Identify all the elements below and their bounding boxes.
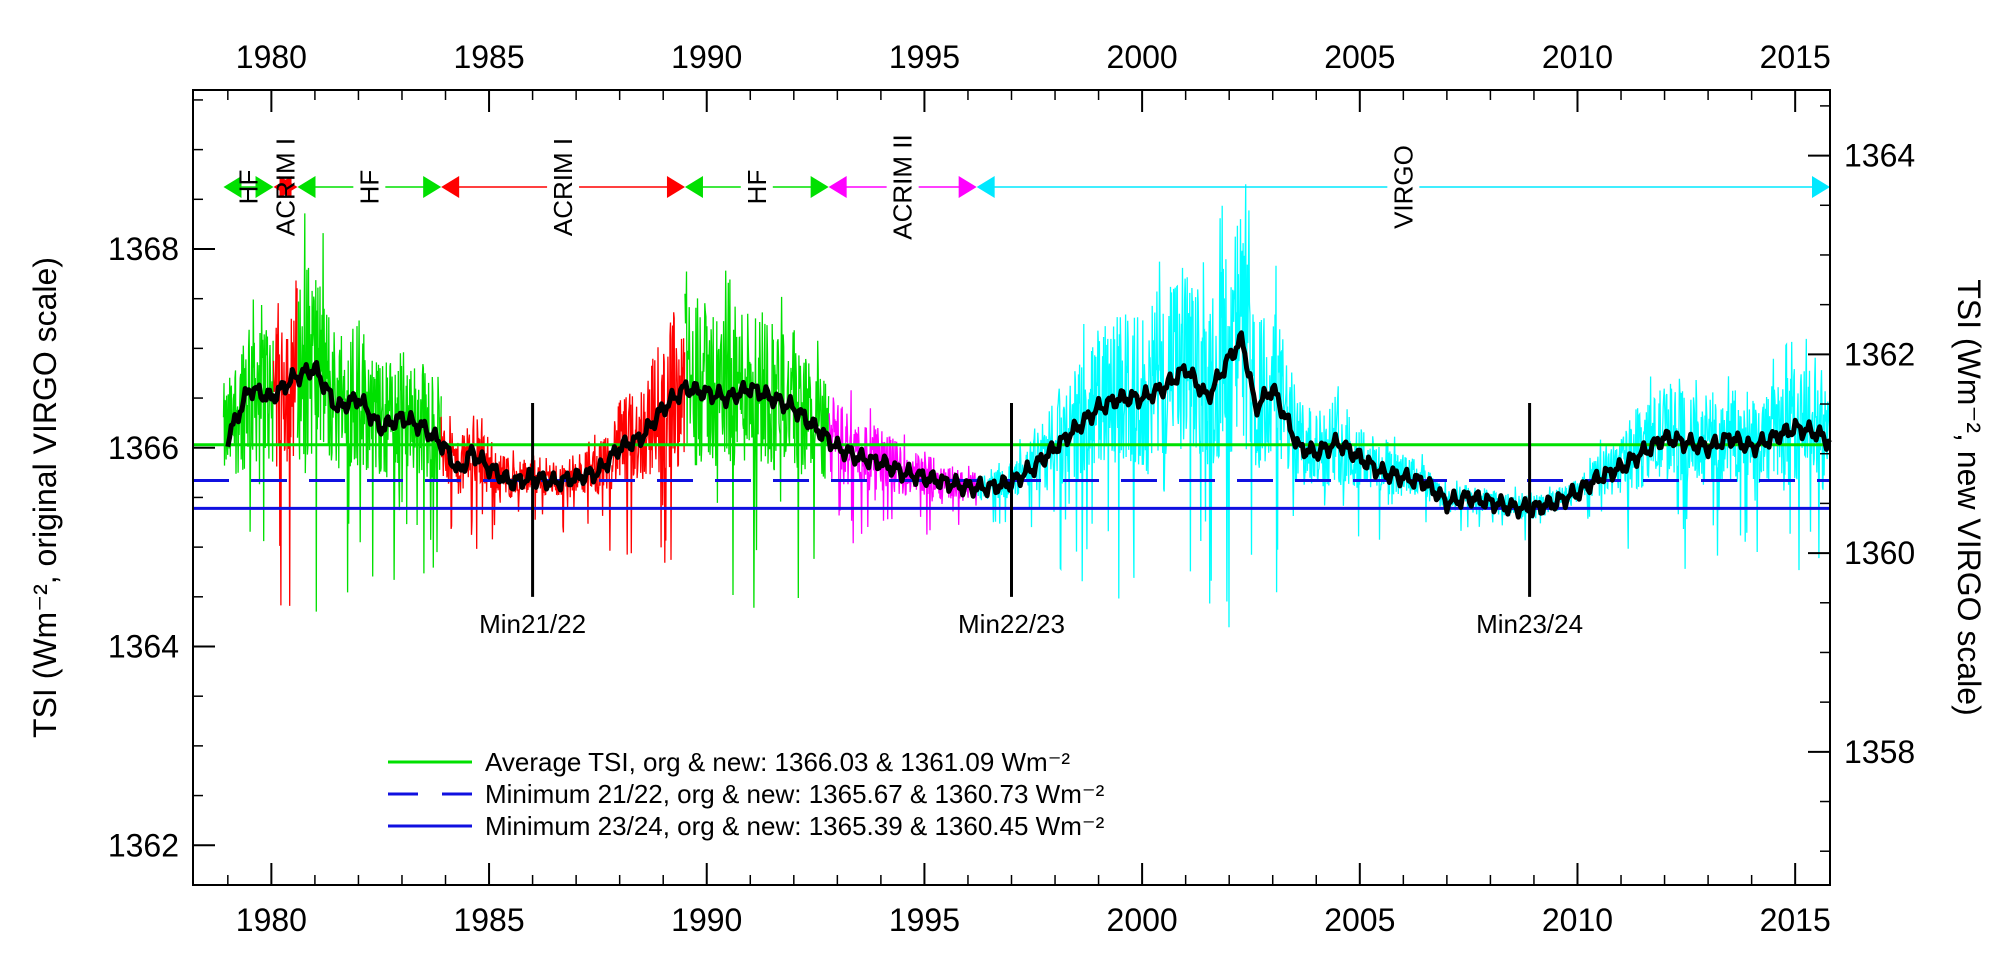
y-left-tick-label-1: 1364 xyxy=(108,629,179,665)
instrument-label-1: ACRIM I xyxy=(271,138,301,236)
instrument-arrow-left-5 xyxy=(828,176,847,198)
instrument-label-bg-6 xyxy=(1387,117,1420,257)
minima-markers-layer: Min21/22 Min22/23 Min23/24 xyxy=(479,403,1583,639)
x-tick-label-top-0: 1980 xyxy=(236,39,307,75)
y-right-tick-label-1: 1360 xyxy=(1844,535,1915,571)
axes: 1980 1980 1985 1985 1990 1990 1995 1995 2000 2000… xyxy=(27,39,1987,938)
daily-trace-5 xyxy=(828,390,978,544)
instrument-arrow-right-1 xyxy=(279,176,298,198)
x-tick-label-bottom-6: 2010 xyxy=(1542,902,1613,938)
legend-label-1: Minimum 21/22, org & new: 1365.67 & 1360… xyxy=(485,779,1105,809)
smoothed-series-layer xyxy=(225,330,1832,520)
y-left-tick-label-3: 1368 xyxy=(108,231,179,267)
x-tick-label-bottom-1: 1985 xyxy=(453,902,524,938)
minimum-label-1: Min22/23 xyxy=(958,609,1065,639)
daily-values-layer xyxy=(222,184,1831,628)
y-left-tick-label-2: 1366 xyxy=(108,430,179,466)
instrument-label-0: HF xyxy=(234,170,264,205)
instrument-arrow-left-4 xyxy=(684,176,703,198)
x-tick-label-top-5: 2005 xyxy=(1324,39,1395,75)
daily-trace-4 xyxy=(684,270,830,608)
instrument-label-5: ACRIM II xyxy=(888,134,918,239)
instrument-arrow-right-6 xyxy=(1812,176,1830,198)
y-right-tick-label-3: 1364 xyxy=(1844,138,1915,174)
x-tick-label-top-1: 1985 xyxy=(453,39,524,75)
instrument-arrow-right-5 xyxy=(958,176,977,198)
instrument-arrow-left-2 xyxy=(297,176,316,198)
x-tick-label-bottom-7: 2015 xyxy=(1760,902,1831,938)
x-tick-label-top-2: 1990 xyxy=(671,39,742,75)
instrument-label-4: HF xyxy=(742,170,772,205)
minimum-label-2: Min23/24 xyxy=(1476,609,1583,639)
x-tick-label-top-7: 2015 xyxy=(1760,39,1831,75)
smoothed-series-line xyxy=(225,330,1832,520)
instrument-label-2: HF xyxy=(354,170,384,205)
instrument-arrow-left-0 xyxy=(223,176,242,198)
y-right-tick-label-2: 1362 xyxy=(1844,336,1915,372)
legend-label-0: Average TSI, org & new: 1366.03 & 1361.0… xyxy=(485,747,1070,777)
instrument-label-3: ACRIM I xyxy=(548,138,578,236)
instrument-label-bg-3 xyxy=(547,117,580,257)
x-tick-label-top-6: 2010 xyxy=(1542,39,1613,75)
instrument-arrow-right-0 xyxy=(255,176,274,198)
legend: Average TSI, org & new: 1366.03 & 1361.0… xyxy=(388,747,1105,841)
y-right-tick-label-0: 1358 xyxy=(1844,734,1915,770)
instrument-arrow-left-3 xyxy=(441,176,460,198)
instrument-label-bg-4 xyxy=(740,117,773,257)
x-tick-label-bottom-2: 1990 xyxy=(671,902,742,938)
y-left-axis-title: TSI (Wm⁻², original VIRGO scale) xyxy=(27,257,63,738)
instrument-label-6: VIRGO xyxy=(1388,145,1418,229)
instrument-label-bg-5 xyxy=(886,117,919,257)
daily-trace-1 xyxy=(272,280,298,606)
legend-label-2: Minimum 23/24, org & new: 1365.39 & 1360… xyxy=(485,811,1105,841)
y-left-tick-label-0: 1362 xyxy=(108,827,179,863)
minimum-label-0: Min21/22 xyxy=(479,609,586,639)
x-tick-label-top-4: 2000 xyxy=(1107,39,1178,75)
x-tick-label-bottom-3: 1995 xyxy=(889,902,960,938)
x-tick-label-bottom-0: 1980 xyxy=(236,902,307,938)
instrument-arrow-right-3 xyxy=(666,176,685,198)
instrument-arrow-right-2 xyxy=(423,176,442,198)
instrument-periods-layer: HF ACRIM I HF ACRIM I HF ACRIM II VIRGO xyxy=(223,117,1830,257)
daily-trace-0 xyxy=(222,299,274,542)
x-tick-label-bottom-5: 2005 xyxy=(1324,902,1395,938)
y-right-axis-title: TSI (Wm⁻², new VIRGO scale) xyxy=(1951,279,1987,715)
daily-trace-3 xyxy=(440,312,686,563)
instrument-arrow-right-4 xyxy=(810,176,829,198)
instrument-label-bg-2 xyxy=(353,117,386,257)
instrument-arrow-left-6 xyxy=(976,176,995,198)
daily-trace-6 xyxy=(976,184,1831,628)
x-tick-label-bottom-4: 2000 xyxy=(1107,902,1178,938)
x-tick-label-top-3: 1995 xyxy=(889,39,960,75)
